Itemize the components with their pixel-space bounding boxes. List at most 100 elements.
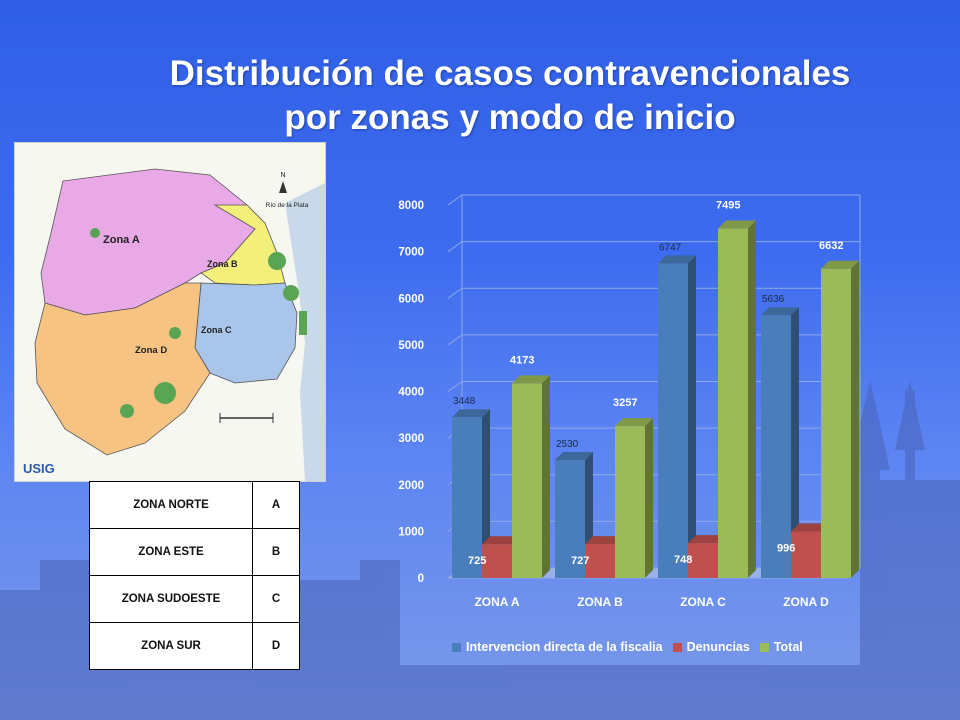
gridline-diagonal	[447, 241, 463, 253]
bar	[688, 543, 718, 578]
legend-item: Denuncias	[672, 640, 750, 654]
data-label: 725	[468, 555, 486, 567]
data-label: 3257	[613, 397, 637, 409]
legend-label: Denuncias	[686, 640, 750, 654]
bar	[482, 544, 512, 578]
zone-a-area	[40, 168, 256, 316]
zone-code-cell: D	[252, 622, 300, 670]
title-line-2: por zonas y modo de inicio	[284, 98, 736, 137]
y-tick-label: 3000	[398, 433, 424, 445]
table-row: ZONA SUDOESTE C	[89, 575, 300, 623]
zones-map-image: N Río de la Plata Zona A Zona B Zona C Z…	[15, 143, 325, 481]
zone-code-cell: C	[252, 575, 300, 623]
zone-code-cell: B	[252, 528, 300, 576]
zone-code-cell: A	[252, 481, 300, 529]
page-title: Distribución de casos contravencionales …	[0, 52, 960, 140]
data-label: 727	[571, 555, 589, 567]
map-label-zona-c: Zona C	[201, 325, 232, 335]
data-label: 7495	[716, 200, 740, 212]
bar-side	[748, 220, 756, 578]
legend-swatch	[672, 642, 682, 652]
bar	[718, 228, 748, 578]
y-tick-label: 2000	[398, 480, 424, 492]
gridline-diagonal	[447, 334, 463, 346]
bar-top	[791, 523, 829, 532]
zone-name-cell: ZONA NORTE	[89, 481, 253, 529]
table-row: ZONA NORTE A	[89, 481, 300, 529]
x-tick-label: ZONA C	[680, 595, 726, 609]
data-label: 6632	[819, 240, 843, 252]
gridline-diagonal	[447, 381, 463, 392]
map-label-zona-b: Zona B	[207, 259, 238, 269]
bar-top	[555, 452, 593, 461]
bar-top	[761, 307, 799, 316]
data-label: 748	[674, 554, 692, 566]
data-label: 996	[777, 543, 795, 555]
legend-item: Total	[759, 640, 803, 654]
bar-top	[821, 260, 859, 269]
data-label: 5636	[762, 294, 785, 305]
bar-top	[512, 375, 550, 384]
chart-legend: Intervencion directa de la fiscalia Denu…	[452, 638, 813, 656]
y-tick-label: 5000	[398, 340, 424, 352]
bar-chart: 0 1000 2000 3000 4000 5000 6000 7000 8000 3448 725…	[398, 194, 862, 609]
bar-top	[658, 255, 696, 264]
bar-top	[585, 536, 623, 545]
legend-swatch	[452, 642, 461, 652]
y-tick-label: 4000	[398, 387, 424, 399]
data-label: 4173	[510, 354, 534, 366]
bar-side	[482, 409, 490, 578]
bar	[452, 417, 482, 578]
data-label: 3448	[453, 396, 476, 407]
legend-swatch	[759, 642, 769, 652]
x-tick-label: ZONA B	[577, 595, 623, 609]
bar-top	[718, 220, 756, 229]
zone-d-area	[34, 282, 211, 456]
bar	[791, 531, 821, 578]
bar	[821, 268, 851, 578]
bar-side	[688, 255, 696, 578]
bar	[585, 544, 615, 578]
bar	[615, 426, 645, 578]
y-tick-label: 1000	[398, 526, 424, 538]
legend-label: Total	[773, 640, 803, 654]
y-tick-label: 6000	[398, 293, 424, 305]
bar-top	[615, 418, 653, 427]
zone-name-cell: ZONA ESTE	[89, 528, 253, 576]
x-tick-label: ZONA A	[474, 595, 519, 609]
bar	[658, 263, 688, 578]
zone-name-cell: ZONA SUR	[89, 622, 253, 670]
bar-top	[688, 535, 726, 544]
title-line-1: Distribución de casos contravencionales	[169, 54, 851, 93]
y-tick-label: 0	[418, 573, 424, 585]
bar-top	[482, 536, 520, 545]
legend-label: Intervencion directa de la fiscalia	[466, 640, 663, 654]
usig-logo: USIG	[23, 461, 55, 476]
map-label-zona-a: Zona A	[103, 234, 140, 246]
zones-map: N Río de la Plata Zona A Zona B Zona C Z…	[14, 142, 326, 482]
bar-side	[645, 418, 653, 578]
zone-legend-table: ZONA NORTE A ZONA ESTE B ZONA SUDOESTE C…	[89, 481, 300, 670]
gridline-diagonal	[447, 194, 463, 206]
gridline-diagonal	[447, 287, 463, 299]
y-tick-label: 7000	[398, 247, 424, 259]
bar	[761, 315, 791, 578]
north-label: N	[280, 172, 285, 179]
bar	[512, 383, 542, 578]
zone-name-cell: ZONA SUDOESTE	[89, 575, 253, 623]
bar-top	[452, 409, 490, 418]
table-row: ZONA SUR D	[89, 622, 300, 670]
y-tick-label: 8000	[398, 200, 424, 212]
bar-side	[791, 307, 799, 578]
river-label: Río de la Plata	[266, 202, 309, 209]
bar-side	[542, 375, 550, 578]
legend-item: Intervencion directa de la fiscalia	[452, 640, 663, 654]
map-label-zona-d: Zona D	[135, 345, 167, 356]
table-row: ZONA ESTE B	[89, 528, 300, 576]
data-label: 2530	[556, 439, 579, 450]
bar	[555, 460, 585, 578]
bar-side	[851, 260, 859, 578]
data-label: 6747	[659, 242, 682, 253]
x-tick-label: ZONA D	[783, 595, 829, 609]
